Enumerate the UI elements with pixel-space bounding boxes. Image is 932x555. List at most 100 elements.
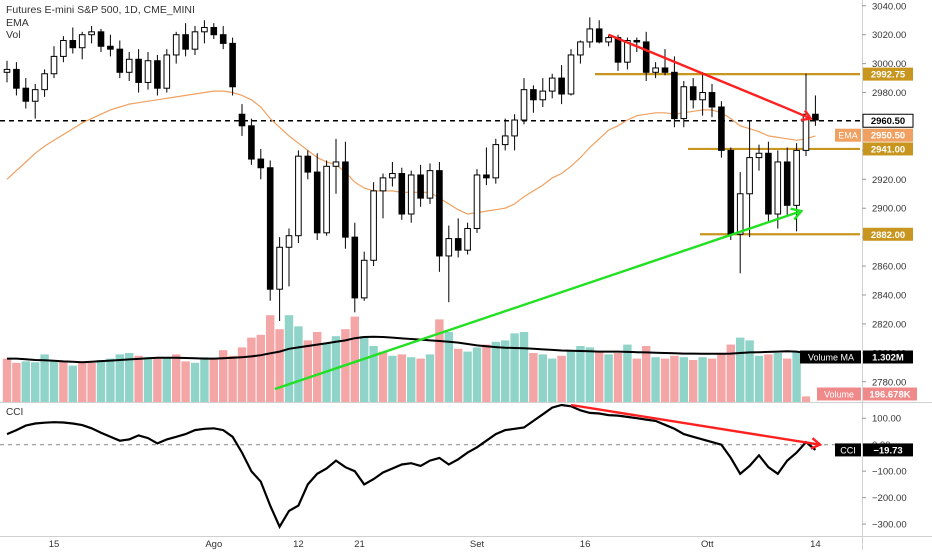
candle-body [699, 92, 706, 101]
volume-bar [651, 357, 660, 402]
volume-bar [68, 365, 77, 402]
candle-body [436, 170, 443, 257]
volume-bar [529, 353, 538, 402]
volume-bar [153, 358, 162, 402]
volume-bar [435, 319, 444, 402]
candle-body [342, 161, 349, 238]
candle-body [708, 92, 716, 108]
price-label-text: 2941.00 [871, 144, 905, 155]
candle-body [689, 86, 697, 101]
candle-body [163, 54, 171, 89]
candle-body [219, 34, 227, 44]
candle-body [370, 190, 377, 261]
candle-body [285, 235, 293, 248]
price-tick-label: 3020.00 [872, 30, 906, 41]
candle-body [501, 135, 509, 146]
candle-body [492, 144, 500, 179]
candle-body [97, 31, 105, 47]
price-tick-label: 2980.00 [872, 88, 906, 99]
candle-body [464, 227, 471, 251]
candle-body [201, 26, 208, 33]
volume-bar [143, 357, 153, 402]
candle-body [304, 155, 312, 173]
price-label-gold [863, 227, 913, 241]
volume-bar [463, 351, 472, 402]
volume-bar [454, 348, 463, 402]
candle-body [642, 41, 650, 73]
candle-body [389, 173, 396, 179]
volume-bar [736, 337, 745, 402]
candle-body [426, 170, 434, 199]
volume-bar [266, 315, 275, 402]
candle-body [577, 41, 584, 56]
candle-body [266, 167, 274, 290]
volume-bar [501, 340, 510, 402]
candle-body [755, 152, 763, 159]
candle-body [257, 158, 265, 169]
candle-body [248, 125, 255, 160]
cci-tick-label: 100.00 [872, 414, 901, 425]
volume-bar [125, 353, 134, 402]
volume-bar [275, 329, 284, 402]
ema-legend: EMA [6, 17, 29, 29]
volume-bar [689, 360, 698, 402]
volume-bar [482, 344, 491, 402]
candle-body [614, 37, 622, 63]
candle-body [793, 149, 800, 206]
volume-bar [200, 357, 209, 402]
volume-bar [106, 358, 115, 402]
candle-body [31, 89, 39, 102]
candle-body [586, 28, 594, 43]
cci-divergence-line [570, 403, 821, 446]
candle-body [624, 39, 631, 63]
candle-body [191, 31, 199, 50]
volume-bar [519, 332, 529, 402]
volume-bar [397, 354, 406, 402]
candle-body [172, 34, 180, 56]
volume-bar [576, 346, 585, 402]
volume-bar [247, 337, 256, 402]
volume-bar [623, 344, 632, 402]
cci-tick-label: −100.00 [872, 467, 907, 478]
price-label-current [862, 113, 914, 128]
volume-bar [557, 355, 566, 402]
candle-body [567, 54, 575, 95]
price-label-text: 2950.50 [871, 131, 905, 142]
volume-bar [444, 332, 453, 402]
x-tick-label: Ago [205, 539, 222, 550]
support-trendline [274, 209, 802, 391]
volume-tag [817, 387, 861, 401]
volume-bar [369, 346, 378, 402]
volume-bar [31, 362, 40, 402]
candle-body [765, 152, 772, 215]
cci-line [6, 403, 817, 530]
volume-bar [209, 358, 218, 402]
cci-tag [835, 443, 861, 457]
candle-body [229, 42, 236, 88]
volume-bar [294, 326, 303, 402]
price-tick-label: 2920.00 [872, 175, 906, 186]
candle-body [595, 28, 603, 43]
resistance-trendline [608, 33, 788, 110]
candle-body [407, 174, 415, 215]
volume-bar [416, 358, 425, 402]
volume-bar [764, 354, 773, 402]
volume-bar [595, 351, 604, 402]
price-label-text: 196.678K [869, 390, 910, 401]
candle-body [680, 86, 688, 120]
candle-body [661, 67, 669, 73]
x-tick-label: 15 [49, 539, 60, 550]
candle-body [276, 246, 283, 290]
resistance-arrow-head [800, 109, 813, 122]
x-tick-label: Set [470, 539, 485, 550]
candle-body [238, 113, 246, 127]
price-tick-label: 2780.00 [872, 377, 906, 388]
volume-bar [801, 396, 811, 402]
price-label-volma [863, 350, 913, 364]
volume-bar [792, 351, 801, 402]
price-label-gold [863, 142, 913, 156]
volume-bar [162, 357, 171, 402]
candle-body [332, 161, 340, 167]
candle-body [398, 173, 406, 215]
price-label-text: 2960.50 [871, 116, 905, 127]
